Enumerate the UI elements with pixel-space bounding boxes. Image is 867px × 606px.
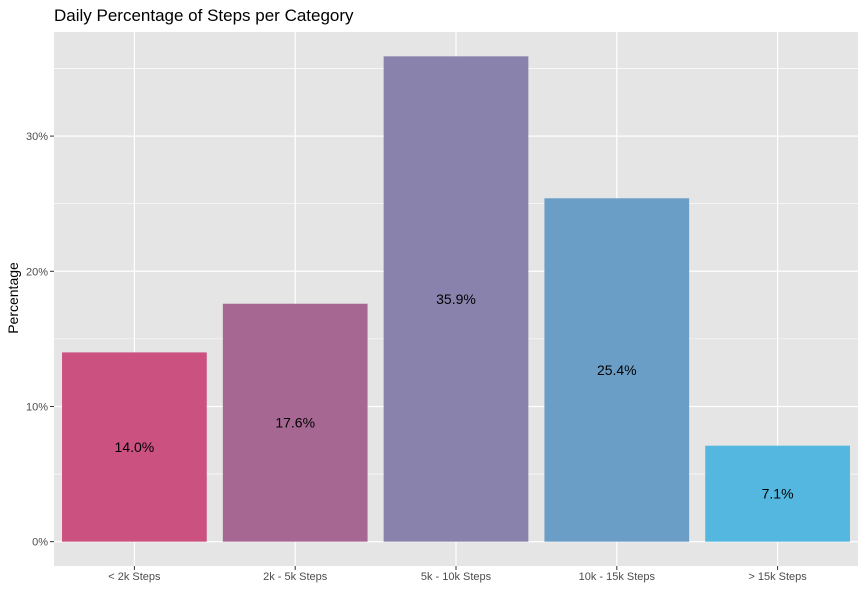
bar [705, 445, 850, 542]
x-axis: < 2k Steps 2k - 5k Steps 5k - 10k Steps 10k… [108, 566, 807, 583]
y-tick-label: 30% [26, 131, 48, 143]
data-label: 7.1% [762, 486, 794, 502]
y-tick-label: 0% [32, 537, 48, 549]
data-label: 35.9% [436, 291, 476, 307]
chart-title: Daily Percentage of Steps per Category [54, 6, 354, 25]
bars [62, 56, 850, 542]
data-labels: 14.0% 17.6% 35.9% 25.4% 7.1% [115, 291, 794, 502]
bar [222, 303, 368, 542]
x-tick-label: > 15k Steps [748, 571, 807, 583]
y-axis-label: Percentage [5, 262, 21, 334]
y-tick-label: 20% [26, 266, 48, 278]
data-label: 17.6% [275, 415, 315, 431]
data-label: 14.0% [115, 439, 155, 455]
bar [544, 198, 690, 542]
y-tick-label: 10% [26, 401, 48, 413]
x-tick-label: < 2k Steps [108, 571, 161, 583]
bar [62, 352, 207, 542]
x-tick-label: 5k - 10k Steps [421, 571, 492, 583]
x-tick-label: 2k - 5k Steps [263, 571, 328, 583]
bar [383, 56, 529, 542]
x-tick-label: 10k - 15k Steps [579, 571, 656, 583]
data-label: 25.4% [597, 362, 637, 378]
y-axis: 0% 10% 20% 30% [26, 131, 54, 549]
